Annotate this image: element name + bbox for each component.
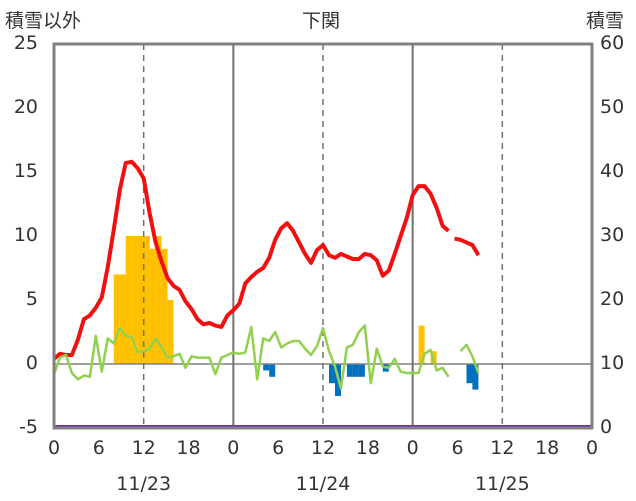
right-tick-label: 40 [600,160,625,182]
grid-layer [54,44,592,428]
x-tick-label: 0 [406,437,419,459]
line-series-1-segment-1 [52,159,450,361]
bar-series-1-bar-9 [161,248,168,364]
bar-series-2-bar-3 [329,364,335,384]
x-tick-label: 6 [272,437,285,459]
bar-series-1-bar-8 [155,236,162,364]
x-tick-label: 0 [585,437,599,459]
right-tick-label: 20 [600,288,625,310]
line-series-1-segment-2 [454,236,481,257]
bar-series-2-bar-7 [358,364,365,377]
left-tick-label: 25 [13,32,38,54]
bar-series-2-bar-2 [269,364,276,377]
x-tick-label: 12 [131,437,156,459]
bar-series-2-bar-9 [466,364,473,384]
right-tick-label: 10 [600,352,625,374]
bar-series-1-bar-1 [113,274,120,364]
x-tick-label: 0 [227,437,240,459]
right-tick-label: 60 [600,32,625,54]
right-tick-label: 0 [600,416,613,438]
x-tick-label: 18 [535,437,560,459]
date-label: 11/23 [116,473,172,495]
right-tick-label: 50 [600,96,625,118]
bar-series-1-bar-11 [418,325,425,364]
bars-layer [113,236,479,396]
left-tick-label: 0 [25,352,38,374]
bar-series-2-bar-5 [346,364,353,377]
date-label: 11/24 [295,473,351,495]
bar-series-1-bar-6 [143,236,150,364]
left-tick-label: 15 [13,160,38,182]
x-tick-label: 12 [490,437,515,459]
left-axis-label: 積雪以外 [5,10,82,32]
bar-series-2-bar-10 [472,364,479,390]
x-tick-label: 0 [47,437,61,459]
left-tick-label: 5 [25,288,38,310]
date-label: 11/25 [474,473,530,495]
left-tick-label: 10 [13,224,38,246]
bar-series-1-bar-4 [131,236,138,364]
x-tick-label: 12 [310,437,336,459]
x-tick-label: 18 [176,437,201,459]
right-tick-label: 30 [600,224,625,246]
left-tick-label: -5 [19,416,38,438]
bar-series-1-bar-7 [149,248,156,364]
plot-frame [52,42,594,430]
x-tick-label: 6 [92,437,105,459]
line-series-2-segment-1 [52,324,450,390]
bar-series-1-bar-10 [167,300,174,364]
bar-series-1-bar-2 [119,274,126,364]
bar-series-1-bar-3 [125,236,132,364]
left-tick-label: 20 [13,96,38,118]
bar-series-2-bar-6 [352,364,359,377]
line-series-2-segment-2 [459,343,480,374]
bar-series-2-bar-1 [263,364,270,371]
right-axis-label: 積雪 [586,10,625,32]
x-tick-label: 18 [355,437,380,459]
x-tick-label: 6 [451,437,464,459]
chart-title: 下関 [302,10,341,32]
bar-series-1-bar-5 [137,236,144,364]
